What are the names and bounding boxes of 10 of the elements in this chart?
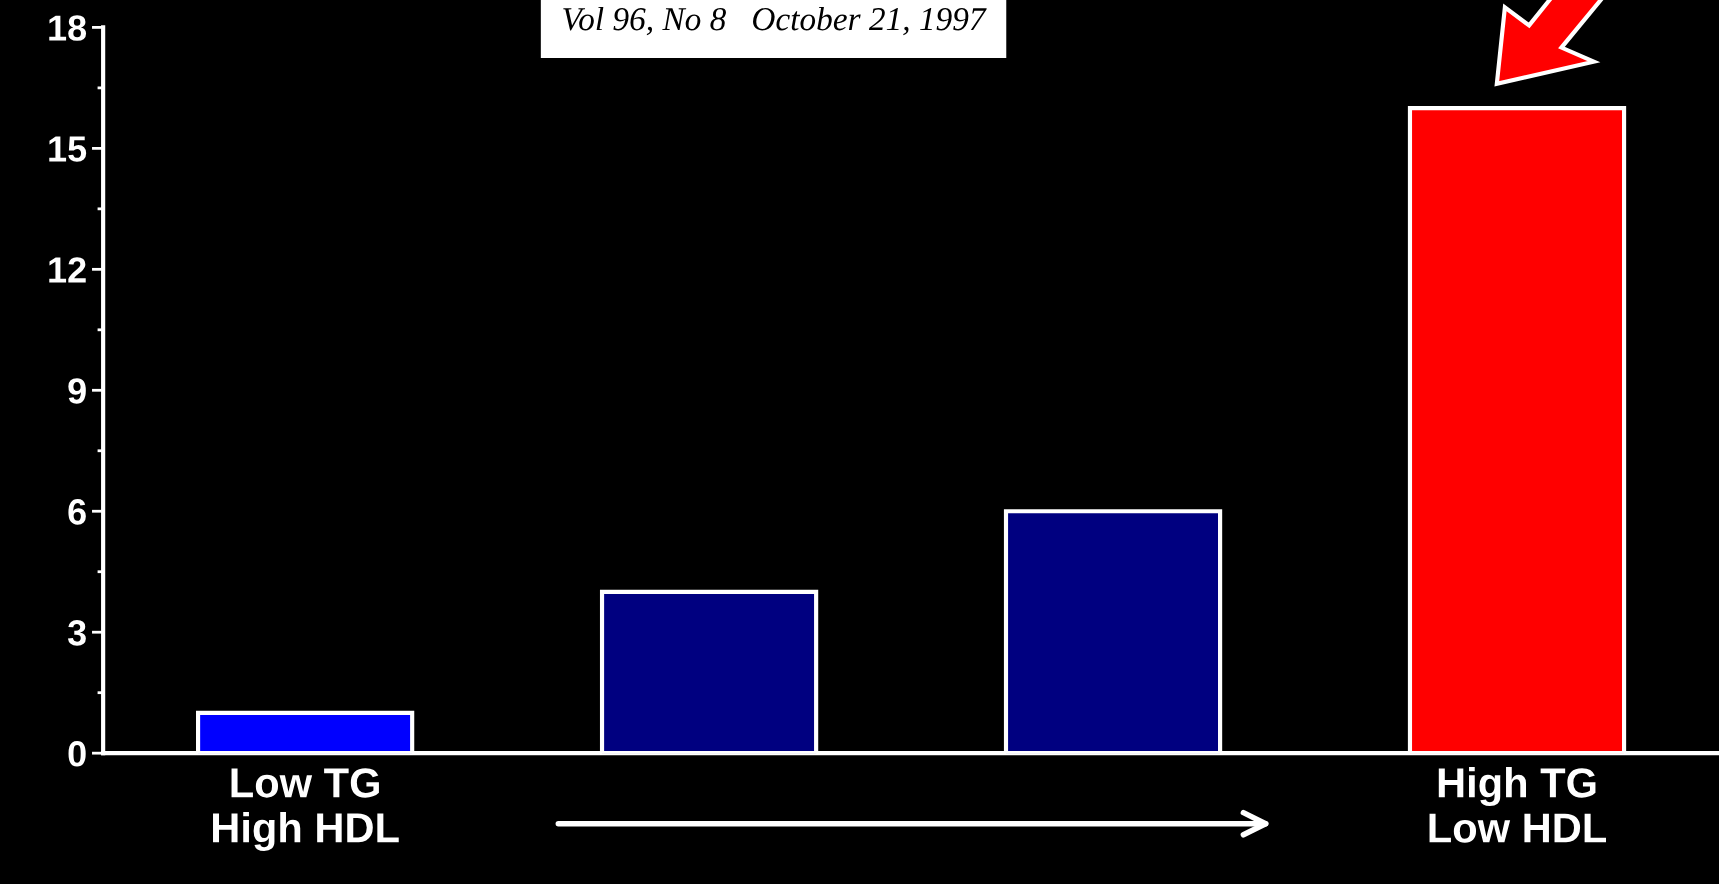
y-tick-label: 3	[67, 620, 86, 646]
y-tick-label: 12	[49, 257, 86, 283]
y-tick-label: 15	[49, 136, 87, 162]
x-tick-label: Low TG High HDL	[213, 768, 399, 851]
y-tick-label: 0	[68, 741, 86, 767]
y-tick-label: 6	[68, 499, 86, 525]
y-tick-label: 9	[68, 378, 86, 404]
x-tick-label: High TG Low HDL	[1429, 767, 1606, 843]
y-tick-label: 18	[49, 15, 87, 41]
annotation: Vol 96, No 8 October 21, 1997	[563, 6, 987, 36]
